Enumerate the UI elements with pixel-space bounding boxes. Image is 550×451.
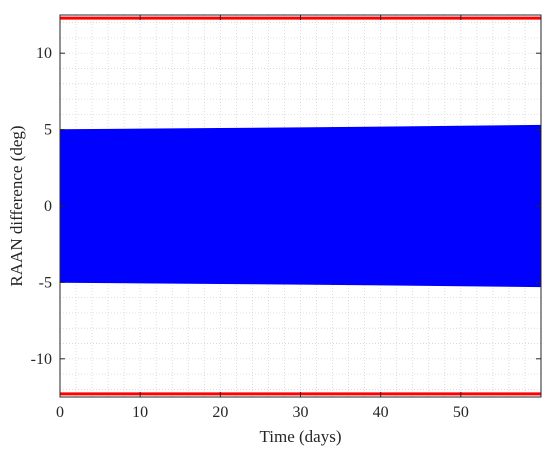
y-tick-label: 0 (44, 198, 52, 215)
x-tick-label: 10 (132, 404, 148, 421)
y-tick-label: -10 (31, 351, 52, 368)
y-axis: -10 -5 0 5 10 (31, 45, 541, 368)
y-tick-label: 5 (44, 122, 52, 139)
x-tick-label: 0 (56, 404, 64, 421)
raan-envelope-area (59, 124, 542, 288)
x-axis-label: Time (days) (259, 427, 341, 446)
y-axis-label: RAAN difference (deg) (7, 125, 26, 286)
x-tick-label: 30 (293, 404, 309, 421)
x-tick-label: 40 (373, 404, 389, 421)
y-tick-label: -5 (39, 274, 52, 291)
y-tick-label: 10 (36, 45, 52, 62)
x-tick-label: 20 (212, 404, 228, 421)
series-layer (59, 16, 542, 396)
x-tick-label: 50 (453, 404, 469, 421)
x-axis: 0 10 20 30 40 50 (56, 15, 469, 421)
